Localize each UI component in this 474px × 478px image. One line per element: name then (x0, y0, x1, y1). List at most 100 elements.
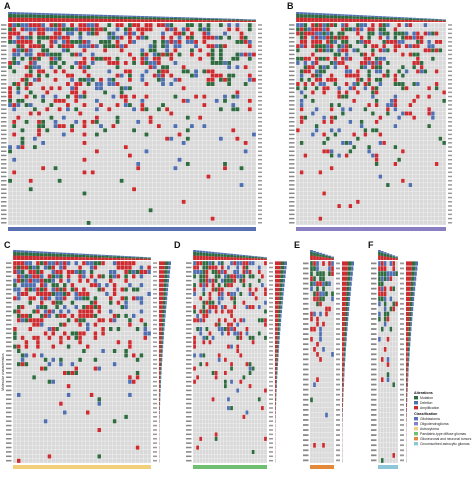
oncoprint-cell (210, 44, 215, 49)
oncoprint-cell (140, 195, 145, 200)
oncoprint-cell (214, 174, 219, 179)
oncoprint-cell (214, 183, 219, 187)
oncoprint-cell (61, 124, 66, 129)
sample-count-bar (367, 15, 371, 17)
oncoprint-cell (20, 178, 25, 183)
oncoprint-cell (318, 174, 323, 179)
oncoprint-cell (169, 195, 174, 200)
oncoprint-cell (82, 94, 87, 99)
sample-count-bar (12, 12, 17, 15)
gene-label (289, 53, 295, 56)
oncoprint-cell (252, 23, 256, 28)
oncoprint-cell (90, 132, 95, 137)
oncoprint-cell (41, 69, 46, 74)
oncoprint-cell (24, 23, 29, 28)
oncoprint-cell (318, 153, 323, 158)
oncoprint-cell (78, 44, 83, 49)
oncoprint-cell (307, 183, 311, 187)
oncoprint-cell (61, 204, 66, 209)
oncoprint-cell (363, 103, 368, 108)
oncoprint-cell (382, 52, 386, 57)
oncoprint-cell (16, 90, 21, 95)
oncoprint-cell (322, 195, 326, 200)
oncoprint-cell (45, 23, 50, 28)
oncoprint-cell (363, 157, 368, 162)
oncoprint-cell (438, 170, 443, 175)
oncoprint-cell (20, 208, 25, 213)
oncoprint-cell (194, 153, 198, 158)
oncoprint-cell (12, 48, 17, 53)
oncoprint-cell (235, 157, 240, 162)
sample-count-bar (210, 20, 215, 22)
oncoprint-cell (348, 27, 353, 32)
oncoprint-cell (24, 195, 29, 200)
sample-count-bar (296, 17, 300, 22)
oncoprint-cell (198, 111, 203, 116)
oncoprint-cell (348, 35, 353, 40)
oncoprint-cell (185, 44, 190, 49)
oncoprint-cell (190, 52, 194, 57)
oncoprint-cell (119, 183, 124, 187)
oncoprint-cell (223, 187, 227, 192)
oncoprint-cell (333, 178, 338, 183)
oncoprint-cell (401, 94, 405, 99)
oncoprint-cell (318, 56, 323, 61)
oncoprint-cell (194, 90, 198, 95)
oncoprint-cell (136, 212, 141, 217)
oncoprint-cell (408, 170, 413, 175)
oncoprint-cell (329, 145, 334, 150)
gene-label (1, 108, 7, 110)
oncoprint-cell (329, 77, 334, 82)
oncoprint-cell (223, 111, 227, 116)
oncoprint-cell (434, 136, 439, 141)
oncoprint-cell (90, 48, 95, 53)
oncoprint-cell (177, 86, 182, 91)
oncoprint-cell (352, 124, 356, 129)
oncoprint-cell (99, 132, 103, 137)
oncoprint-cell (16, 73, 21, 78)
oncoprint-cell (427, 132, 431, 137)
oncoprint-cell (374, 39, 379, 44)
percent-label (258, 150, 262, 152)
oncoprint-cell (393, 170, 398, 175)
sample-count-bar (206, 18, 211, 21)
oncoprint-cell (423, 39, 428, 44)
sample-count-bar (78, 18, 83, 22)
oncoprint-cell (119, 44, 124, 49)
oncoprint-cell (148, 178, 153, 183)
oncoprint-cell (185, 61, 190, 65)
oncoprint-cell (239, 44, 244, 49)
oncoprint-cell (341, 128, 345, 133)
sample-count-bar (202, 17, 207, 19)
oncoprint-cell (296, 61, 300, 65)
oncoprint-cell (185, 136, 190, 141)
sample-count-bar (223, 18, 227, 20)
oncoprint-cell (12, 136, 17, 141)
oncoprint-cell (99, 128, 103, 133)
oncoprint-cell (252, 178, 256, 183)
oncoprint-cell (393, 39, 398, 44)
oncoprint-cell (82, 132, 87, 137)
oncoprint-cell (152, 145, 157, 150)
oncoprint-cell (423, 94, 428, 99)
oncoprint-cell (144, 23, 149, 28)
oncoprint-cell (218, 140, 223, 145)
oncoprint-cell (66, 153, 70, 158)
gene-label (289, 83, 295, 85)
oncoprint-cell (438, 39, 443, 44)
oncoprint-cell (165, 73, 170, 78)
oncoprint-cell (45, 191, 50, 196)
oncoprint-cell (218, 183, 223, 187)
oncoprint-cell (386, 77, 390, 82)
oncoprint-cell (352, 77, 356, 82)
oncoprint-cell (423, 31, 428, 36)
gene-label (1, 70, 7, 73)
oncoprint-cell (173, 162, 178, 166)
oncoprint-cell (32, 124, 37, 129)
oncoprint-cell (136, 166, 141, 171)
gene-label (289, 24, 295, 26)
oncoprint-cell (53, 208, 58, 213)
oncoprint-cell (431, 48, 435, 53)
oncoprint-cell (194, 65, 198, 70)
oncoprint-cell (307, 145, 311, 150)
